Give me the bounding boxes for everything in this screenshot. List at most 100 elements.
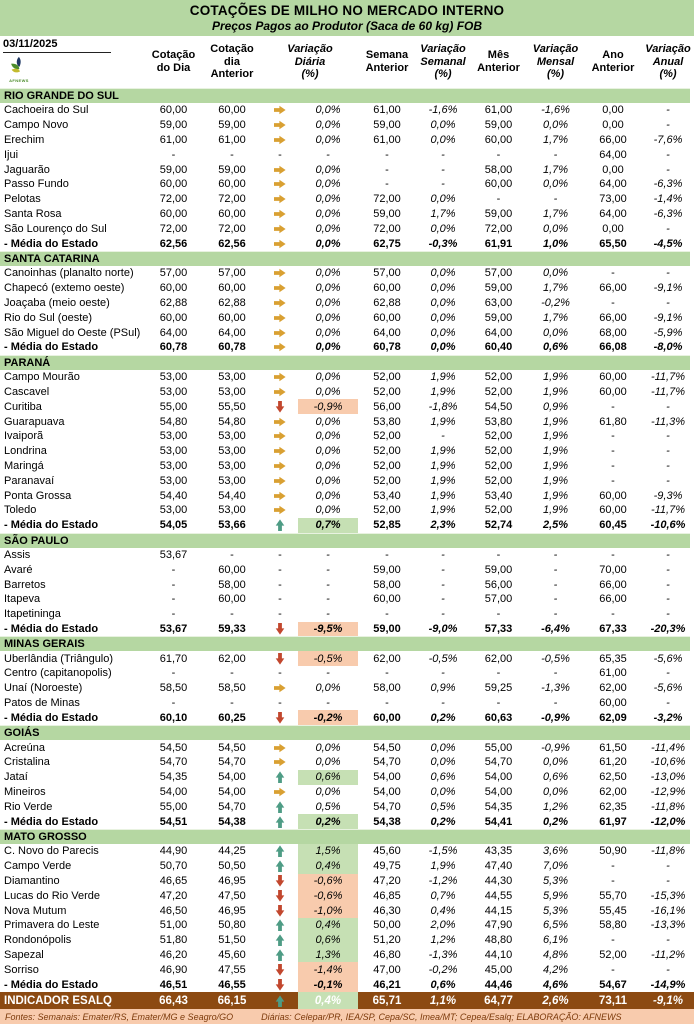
- cell-variacao-semanal: 0,5%: [430, 800, 456, 813]
- cell-cotacao-dia: 46,90: [159, 963, 188, 976]
- cell-variacao-mensal: 1,9%: [542, 504, 569, 517]
- cell-variacao-diaria: 0,0%: [315, 296, 341, 309]
- cell-trend-arrow: -: [262, 696, 298, 711]
- cell-variacao-anual: -: [666, 119, 670, 132]
- table-row: Campo Verde 50,70 50,50 0,4% 49,75 1,9% 47,40 7…: [0, 858, 694, 874]
- cell-mes-anterior: 47,40: [484, 860, 513, 873]
- cell-variacao-anual: -11,8%: [650, 800, 686, 813]
- report-title: COTAÇÕES DE MILHO NO MERCADO INTERNO: [189, 3, 505, 18]
- cell-trend-arrow: [262, 296, 298, 311]
- cell-variacao-mensal: -: [553, 548, 558, 561]
- trend-down-icon: [275, 978, 285, 991]
- cell-variacao-semanal: -1,2%: [428, 875, 458, 888]
- row-location: Cachoeira do Sul: [4, 104, 89, 117]
- cell-variacao-semanal: -: [441, 608, 445, 621]
- cell-ano-anterior: 66,00: [599, 578, 627, 591]
- cell-ano-anterior: -: [611, 296, 615, 309]
- table-row: São Lourenço do Sul 72,00 72,00 0,0% 72,00 0,…: [0, 221, 694, 237]
- cell-ano-anterior: 60,00: [599, 371, 627, 384]
- cell-variacao-mensal: 1,9%: [542, 489, 569, 502]
- cell-trend-arrow: [262, 133, 298, 148]
- cell-variacao-semanal: 0,0%: [430, 222, 456, 235]
- cell-variacao-diaria: 0,0%: [315, 741, 341, 754]
- cell-semana-anterior: 61,00: [373, 133, 401, 146]
- cell-cotacao-anterior: 59,00: [218, 119, 246, 132]
- cell-semana-anterior: 46,80: [373, 949, 401, 962]
- cell-ano-anterior: -: [611, 608, 615, 621]
- cell-cotacao-dia: 60,78: [159, 341, 188, 354]
- cell-cotacao-dia: 53,00: [159, 430, 188, 443]
- cell-variacao-mensal: 1,9%: [542, 445, 569, 458]
- trend-up-icon: [275, 934, 285, 947]
- cell-variacao-mensal: -: [553, 148, 558, 161]
- cell-variacao-diaria: -: [326, 563, 330, 576]
- cell-trend-arrow: [262, 948, 298, 963]
- cell-ano-anterior: 73,00: [599, 193, 627, 206]
- cell-ano-anterior: 62,09: [599, 711, 627, 724]
- cell-trend-arrow: [262, 903, 298, 918]
- cell-mes-anterior: 59,00: [484, 563, 513, 576]
- cell-variacao-semanal: 2,3%: [430, 519, 456, 532]
- cell-variacao-anual: -14,9%: [650, 978, 686, 991]
- cell-cotacao-dia: 53,00: [159, 474, 188, 487]
- cell-variacao-mensal: -: [553, 193, 558, 206]
- table-row: Paranavaí 53,00 53,00 0,0% 52,00 1,9% 52,00 1,9…: [0, 473, 694, 489]
- cell-cotacao-dia: 72,00: [159, 193, 188, 206]
- row-location: Canoinhas (planalto norte): [4, 267, 134, 280]
- cell-variacao-anual: -10,6%: [650, 519, 686, 532]
- cell-variacao-anual: -3,2%: [653, 711, 683, 724]
- cell-mes-anterior: 56,00: [484, 578, 513, 591]
- cell-variacao-diaria: 0,0%: [315, 311, 341, 324]
- cell-variacao-anual: -: [666, 267, 670, 280]
- cell-mes-anterior: -: [496, 193, 501, 206]
- cell-variacao-mensal: 4,6%: [542, 978, 569, 991]
- table-row: Maringá 53,00 53,00 0,0% 52,00 1,9% 52,00 1,9% -…: [0, 458, 694, 474]
- table-row: Mineiros 54,00 54,00 0,0% 54,00 0,0% 54,00 0,0%…: [0, 784, 694, 800]
- cell-mes-anterior: 58,00: [484, 163, 513, 176]
- cell-cotacao-anterior: 44,25: [218, 845, 246, 858]
- cell-semana-anterior: 54,70: [373, 756, 401, 769]
- table-row: Primavera do Leste 51,00 50,80 0,4% 50,00 2,0…: [0, 918, 694, 933]
- cell-cotacao-anterior: 53,66: [218, 519, 246, 532]
- cell-variacao-mensal: 0,0%: [542, 119, 569, 132]
- cell-variacao-semanal: -: [441, 667, 445, 680]
- cell-cotacao-dia: 62,88: [159, 296, 188, 309]
- cell-cotacao-dia: 54,50: [159, 741, 188, 754]
- cell-variacao-diaria: 0,0%: [315, 193, 341, 206]
- trend-up-icon: [275, 994, 285, 1007]
- cell-ano-anterior: 65,35: [599, 652, 627, 665]
- cell-semana-anterior: -: [385, 163, 389, 176]
- cell-mes-anterior: 57,33: [484, 622, 513, 635]
- cell-variacao-diaria: -: [326, 593, 330, 606]
- trend-right-icon: [274, 313, 286, 323]
- row-location: C. Novo do Parecis: [4, 845, 99, 858]
- cell-cotacao-anterior: 62,88: [218, 296, 246, 309]
- table-row: Patos de Minas - - - - - - - - 60,00 -: [0, 695, 694, 711]
- cell-ano-anterior: 61,20: [599, 756, 627, 769]
- cell-variacao-diaria: 0,0%: [315, 504, 341, 517]
- cell-semana-anterior: 61,00: [373, 104, 401, 117]
- cell-trend-arrow: [262, 459, 298, 474]
- cell-variacao-diaria: -9,5%: [298, 621, 358, 637]
- no-change-dash: -: [278, 148, 282, 161]
- cell-ano-anterior: 64,00: [599, 207, 627, 220]
- cell-variacao-semanal: 0,0%: [430, 133, 456, 146]
- table-row: Rio Verde 55,00 54,70 0,5% 54,70 0,5% 54,35 1,2…: [0, 799, 694, 815]
- cell-cotacao-anterior: 54,50: [218, 741, 246, 754]
- cell-cotacao-dia: 59,00: [159, 119, 188, 132]
- cell-cotacao-anterior: 47,50: [218, 889, 246, 902]
- cell-trend-arrow: [262, 710, 298, 725]
- cell-cotacao-dia: 54,00: [159, 786, 188, 799]
- cell-cotacao-dia: 60,00: [159, 311, 188, 324]
- cell-ano-anterior: 55,70: [599, 889, 627, 902]
- cell-ano-anterior: 67,33: [599, 622, 627, 635]
- footer-sources-weekly: Fontes: Semanais: Emater/RS, Emater/MG e…: [5, 1011, 234, 1022]
- cell-variacao-semanal: 2,0%: [430, 919, 456, 932]
- cell-semana-anterior: 52,00: [373, 474, 401, 487]
- row-location: - Média do Estado: [4, 815, 99, 828]
- row-location: - Média do Estado: [4, 978, 99, 991]
- cell-mes-anterior: 52,00: [484, 371, 513, 384]
- trend-up-icon: [275, 919, 285, 932]
- cell-ano-anterior: 52,00: [599, 949, 627, 962]
- cell-cotacao-dia: 53,00: [159, 459, 188, 472]
